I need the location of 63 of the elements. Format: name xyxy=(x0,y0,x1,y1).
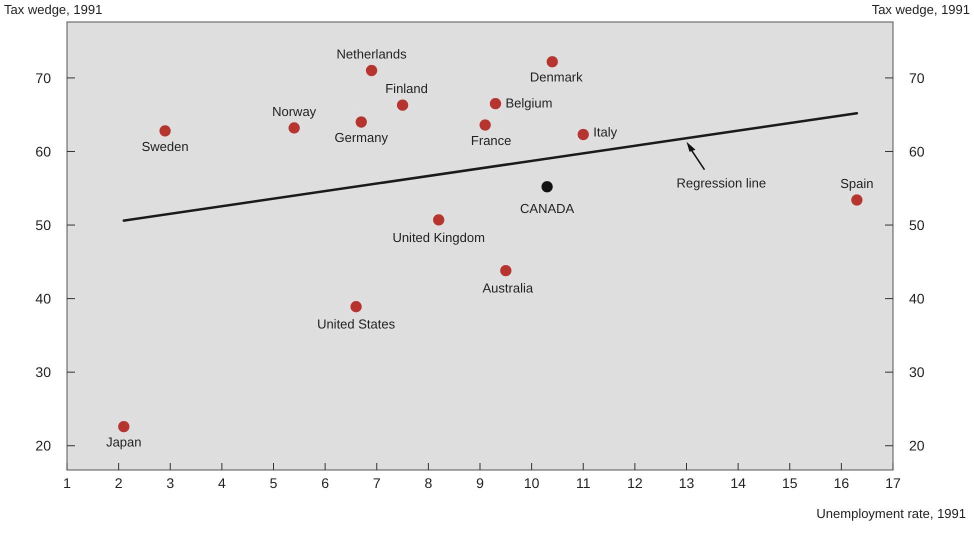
point xyxy=(118,420,130,432)
x-axis-title: Unemployment rate, 1991 xyxy=(816,506,966,521)
y-tick-label: 70 xyxy=(35,70,52,86)
y2-tick-label: 30 xyxy=(909,364,925,380)
point xyxy=(288,122,300,134)
annotation: Denmark xyxy=(530,70,584,85)
x-tick-label: 13 xyxy=(678,475,694,491)
x-tick-label: 10 xyxy=(524,475,540,491)
y-tick-label: 60 xyxy=(35,143,52,160)
point xyxy=(356,116,367,128)
y2-axis-title: Tax wedge, 1991 xyxy=(872,2,970,17)
x-tick-label: 6 xyxy=(321,475,330,491)
annotation: Spain xyxy=(840,176,874,192)
annotation: Australia xyxy=(482,280,534,296)
annotation: Norway xyxy=(272,104,317,119)
annotation: Germany xyxy=(334,130,388,146)
x-tick-label: 5 xyxy=(270,475,278,491)
x-tick-label: 12 xyxy=(627,475,643,491)
x-tick-label: 7 xyxy=(372,475,381,491)
x-tick-label: 1 xyxy=(63,475,72,491)
y2-tick-label: 40 xyxy=(909,290,925,306)
annotation: Regression line xyxy=(676,176,766,191)
y-tick-label: 50 xyxy=(35,216,52,233)
annotation: Italy xyxy=(593,124,618,140)
x-tick-label: 4 xyxy=(218,475,226,491)
x-tick-label: 8 xyxy=(424,475,432,491)
point xyxy=(546,56,558,68)
y-tick-label: 20 xyxy=(35,438,52,454)
annotation: United Kingdom xyxy=(392,230,485,245)
x-tick-label: 16 xyxy=(834,475,850,491)
y2-tick-label: 60 xyxy=(909,143,925,160)
x-tick-label: 15 xyxy=(782,475,798,491)
annotation: United States xyxy=(317,316,396,332)
point xyxy=(490,98,502,110)
annotation: Belgium xyxy=(505,96,552,111)
x-tick-label: 14 xyxy=(730,475,746,491)
x-tick-label: 9 xyxy=(476,475,484,491)
point xyxy=(541,181,553,192)
x-tick-label: 2 xyxy=(114,475,123,491)
annotation: CANADA xyxy=(520,200,575,216)
point xyxy=(851,194,863,206)
annotation: Japan xyxy=(106,434,142,450)
x-tick-label: 11 xyxy=(576,475,591,491)
y2-tick-label: 50 xyxy=(909,216,925,233)
point xyxy=(396,99,408,111)
annotation: Netherlands xyxy=(336,46,408,62)
y-tick-label: 40 xyxy=(35,290,52,306)
x-tick-label: 17 xyxy=(885,475,901,491)
point xyxy=(433,214,444,226)
x-tick-label: 3 xyxy=(166,475,174,491)
y2-tick-label: 70 xyxy=(909,70,925,86)
y2-tick-label: 20 xyxy=(909,438,925,454)
point xyxy=(480,119,491,131)
point xyxy=(350,301,362,312)
point xyxy=(159,125,171,137)
y-axis-title: Tax wedge, 1991 xyxy=(4,2,102,17)
point xyxy=(366,64,378,76)
annotation: Sweden xyxy=(142,138,189,154)
point xyxy=(500,265,512,276)
annotation: France xyxy=(470,132,512,148)
point xyxy=(578,128,589,140)
annotation: Finland xyxy=(385,81,428,96)
y-tick-label: 30 xyxy=(35,364,52,380)
